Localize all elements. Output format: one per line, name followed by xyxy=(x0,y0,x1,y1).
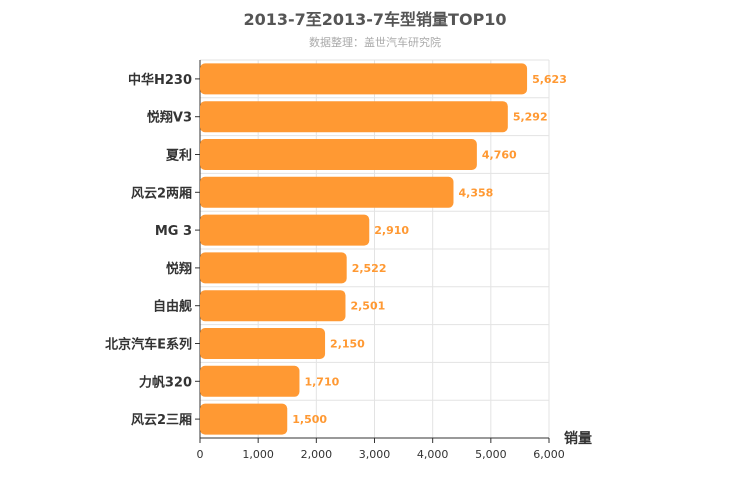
value-label: 2,150 xyxy=(330,338,365,351)
value-label: 4,358 xyxy=(458,186,493,199)
value-label: 2,522 xyxy=(352,262,387,275)
category-label: 风云2三厢 xyxy=(131,413,192,428)
category-label: MG 3 xyxy=(155,224,192,239)
bar-6 xyxy=(200,252,347,284)
bar-3 xyxy=(200,139,477,170)
category-label: 夏利 xyxy=(165,148,192,164)
category-label: 北京汽车E系列 xyxy=(105,337,192,353)
category-label: 风云2两厢 xyxy=(131,186,192,201)
bar-10 xyxy=(200,403,288,435)
value-label: 5,292 xyxy=(513,111,548,124)
x-tick-label: 5,000 xyxy=(475,448,507,461)
chart-subtitle: 数据整理：盖世汽车研究院 xyxy=(309,36,441,49)
value-label: 2,910 xyxy=(374,224,409,237)
category-label: 悦翔V3 xyxy=(147,110,192,126)
value-label: 2,501 xyxy=(350,300,385,313)
category-label: 自由舰 xyxy=(153,299,192,315)
x-axis-label: 销量 xyxy=(564,430,592,447)
bar-9 xyxy=(200,365,300,397)
category-label: 中华H230 xyxy=(128,72,192,88)
value-label: 5,623 xyxy=(532,73,567,86)
value-label: 4,760 xyxy=(482,149,517,162)
category-label: 悦翔 xyxy=(166,261,192,277)
bar-7 xyxy=(200,290,346,322)
value-label: 1,710 xyxy=(304,375,339,388)
x-tick-label: 4,000 xyxy=(417,448,449,461)
x-tick-label: 6,000 xyxy=(533,448,565,461)
chart-title: 2013-7至2013-7车型销量TOP10 xyxy=(243,10,507,29)
bar-1 xyxy=(200,63,528,95)
bar-2 xyxy=(200,101,508,133)
x-tick-label: 2,000 xyxy=(301,448,333,461)
bar-4 xyxy=(200,176,454,208)
bar-5 xyxy=(200,214,370,246)
bar-8 xyxy=(200,328,326,359)
category-label: 力帆320 xyxy=(139,374,192,390)
value-label: 1,500 xyxy=(292,413,327,426)
x-tick-label: 0 xyxy=(197,448,204,461)
x-tick-label: 1,000 xyxy=(242,448,274,461)
x-tick-label: 3,000 xyxy=(359,448,391,461)
